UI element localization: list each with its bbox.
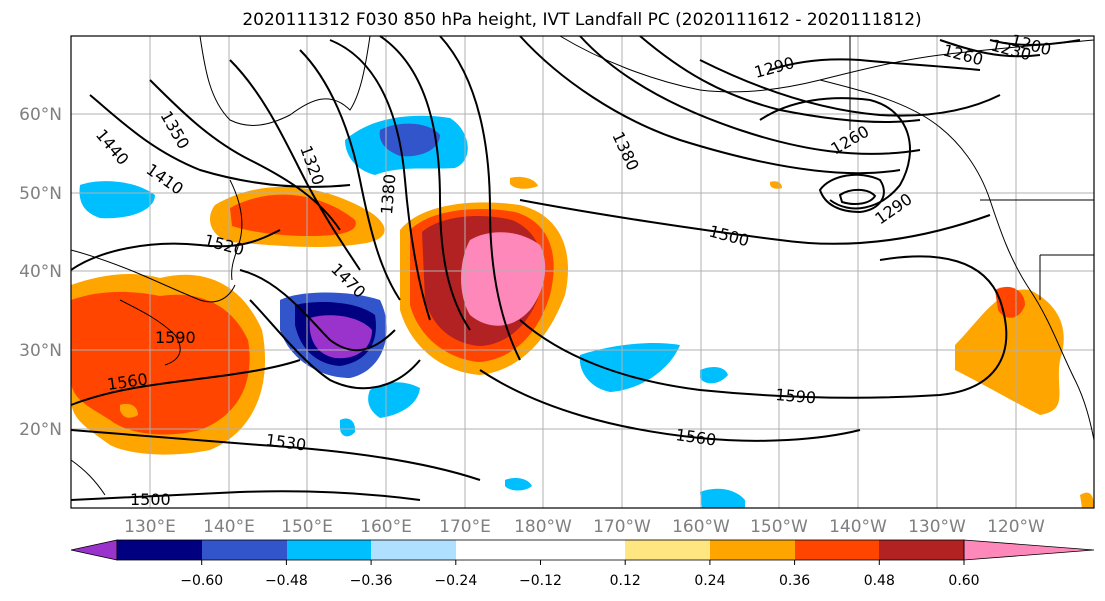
colorbar-segment — [625, 540, 710, 560]
lon-label: 160°W — [672, 517, 730, 537]
colorbar-segment — [710, 540, 795, 560]
contour-label: 1590 — [775, 385, 817, 407]
lon-label: 160°E — [360, 517, 412, 537]
contour-label: 1380 — [377, 173, 399, 215]
colorbar-tick-label: −0.24 — [434, 573, 477, 589]
colorbar-tick-label: 0.48 — [864, 573, 895, 589]
colorbar-tick-label: −0.36 — [350, 573, 393, 589]
colorbar-tick-label: 0.12 — [610, 573, 641, 589]
lat-label: 50°N — [19, 184, 62, 204]
coastlines — [70, 35, 1095, 496]
lon-label: 150°W — [750, 517, 808, 537]
colorbar-segment — [117, 540, 202, 560]
colorbar-tick-label: −0.12 — [519, 573, 562, 589]
longitude-labels: 130°E 140°E 150°E 160°E 170°E 180°W 170°… — [124, 517, 1045, 537]
map-title: 2020111312 F030 850 hPa height, IVT Land… — [242, 10, 921, 30]
lat-label: 20°N — [19, 420, 62, 440]
latitude-labels: 60°N 50°N 40°N 30°N 20°N — [19, 105, 62, 440]
colorbar-tick-label: 0.36 — [779, 573, 810, 589]
colorbar-segment — [371, 540, 456, 560]
contour-label: 1500 — [130, 490, 171, 509]
map-panel: 1440 1350 1410 1320 1380 1380 1290 1260 … — [70, 31, 1095, 509]
lon-label: 170°E — [439, 517, 491, 537]
lon-label: 130°W — [908, 517, 966, 537]
colorbar-tick-label: −0.48 — [265, 573, 308, 589]
lon-label: 140°E — [203, 517, 255, 537]
colorbar-segment — [202, 540, 287, 560]
colorbar-segment — [287, 540, 371, 560]
colorbar-tick-label: 0.60 — [948, 573, 979, 589]
lon-label: 120°W — [987, 517, 1045, 537]
lon-label: 140°W — [829, 517, 887, 537]
colorbar-tick-label: 0.24 — [694, 573, 725, 589]
colorbar-tick-label: −0.60 — [180, 573, 223, 589]
lat-label: 40°N — [19, 262, 62, 282]
colorbar-segment — [795, 540, 879, 560]
lat-label: 60°N — [19, 105, 62, 125]
colorbar: −0.60 −0.48 −0.36 −0.24 −0.12 0.12 0.24 0.36 0.4… — [70, 539, 1095, 589]
colorbar-segment — [879, 540, 964, 560]
lon-label: 130°E — [124, 517, 176, 537]
lat-label: 30°N — [19, 341, 62, 361]
height-contours — [70, 35, 1081, 501]
lon-label: 170°W — [593, 517, 651, 537]
contour-label: 1590 — [155, 328, 196, 347]
lon-label: 180°W — [514, 517, 572, 537]
map-frame — [70, 35, 1095, 509]
colorbar-extend-low — [70, 539, 118, 561]
lon-label: 150°E — [281, 517, 333, 537]
colorbar-extend-high — [963, 539, 1095, 561]
colorbar-segment — [541, 540, 625, 560]
colorbar-segment — [456, 540, 541, 560]
